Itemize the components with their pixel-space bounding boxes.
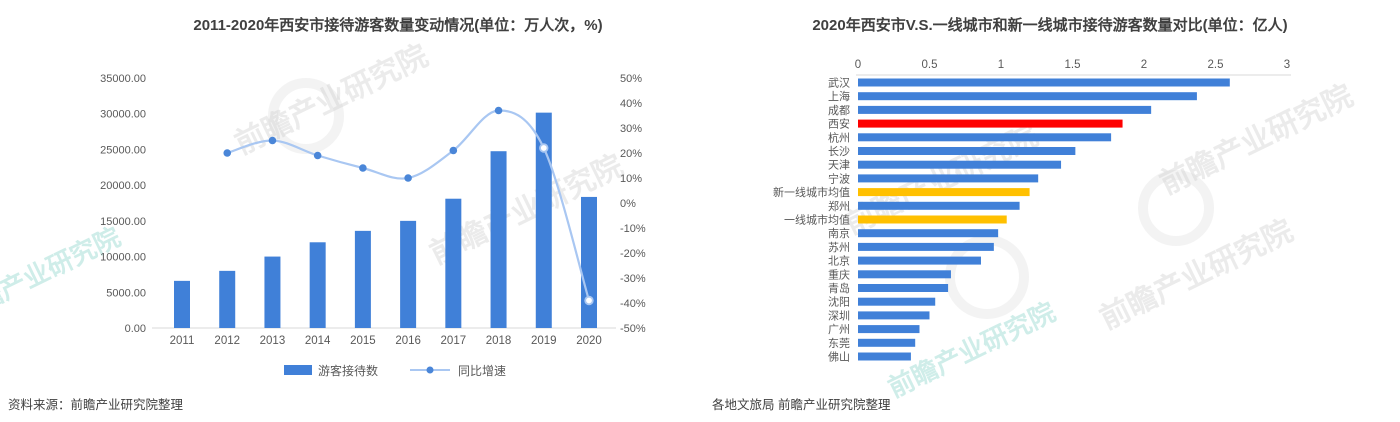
source-note: 各地文旅局 前瞻产业研究院整理 [712, 398, 891, 412]
svg-text:2019: 2019 [531, 335, 557, 347]
svg-text:深圳: 深圳 [828, 309, 850, 322]
svg-text:20000.00: 20000.00 [100, 180, 146, 192]
svg-text:佛山: 佛山 [828, 351, 850, 364]
legend-item-line: 同比增速 [408, 362, 506, 379]
svg-text:新一线城市均值: 新一线城市均值 [773, 185, 850, 199]
svg-text:2: 2 [1141, 59, 1147, 71]
combo-chart-legend: 游客接待数 同比增速 [130, 360, 660, 380]
svg-text:30%: 30% [620, 123, 642, 135]
hbar-chart-title: 2020年西安市V.S.一线城市和新一线城市接待游客数量对比(单位：亿人) [812, 17, 1288, 34]
svg-text:一线城市均值: 一线城市均值 [784, 213, 850, 227]
svg-text:50%: 50% [620, 73, 642, 85]
svg-text:上海: 上海 [828, 89, 850, 103]
combo-chart-plot: 35000.00 30000.00 25000.00 20000.00 15000.00… [100, 73, 646, 347]
svg-text:1: 1 [998, 59, 1004, 71]
svg-text:2018: 2018 [486, 335, 512, 347]
svg-text:2.5: 2.5 [1208, 59, 1224, 71]
bar-series-label: 游客接待数 [317, 363, 378, 378]
svg-text:2012: 2012 [214, 335, 240, 347]
svg-text:2020: 2020 [576, 335, 602, 347]
svg-text:西安: 西安 [828, 117, 850, 131]
svg-text:0%: 0% [620, 198, 636, 210]
line-series-label: 同比增速 [458, 363, 507, 378]
svg-text:-30%: -30% [620, 273, 646, 285]
legend-item-bar: 游客接待数 [283, 362, 378, 379]
svg-text:1.5: 1.5 [1065, 59, 1081, 71]
svg-text:10%: 10% [620, 173, 642, 185]
svg-text:青岛: 青岛 [828, 281, 850, 295]
svg-text:宁波: 宁波 [828, 171, 850, 185]
combo-chart-figure: 2011-2020年西安市接待游客数量变动情况(单位：万人次，%) 35000.… [0, 0, 660, 422]
svg-text:-10%: -10% [620, 223, 646, 235]
svg-text:2011: 2011 [170, 335, 195, 347]
svg-text:35000.00: 35000.00 [100, 73, 146, 85]
svg-text:沈阳: 沈阳 [828, 295, 850, 309]
svg-text:2017: 2017 [441, 335, 467, 347]
svg-text:天津: 天津 [828, 159, 850, 172]
svg-text:杭州: 杭州 [828, 130, 850, 144]
svg-text:0.5: 0.5 [922, 59, 938, 71]
svg-text:-20%: -20% [620, 248, 646, 260]
svg-text:0.00: 0.00 [125, 323, 146, 335]
svg-text:10000.00: 10000.00 [100, 252, 146, 264]
source-note: 资料来源：前瞻产业研究院整理 [8, 398, 184, 412]
svg-text:广州: 广州 [828, 323, 850, 336]
svg-text:南京: 南京 [828, 226, 850, 240]
svg-text:郑州: 郑州 [828, 199, 850, 213]
svg-text:-50%: -50% [620, 323, 646, 335]
svg-text:苏州: 苏州 [828, 241, 850, 254]
combo-chart-title: 2011-2020年西安市接待游客数量变动情况(单位：万人次，%) [193, 17, 603, 34]
svg-text:长沙: 长沙 [828, 145, 850, 158]
svg-text:2015: 2015 [350, 335, 376, 347]
svg-text:3: 3 [1284, 59, 1290, 71]
svg-text:成都: 成都 [828, 104, 850, 117]
svg-text:15000.00: 15000.00 [100, 216, 146, 228]
svg-text:30000.00: 30000.00 [100, 109, 146, 121]
svg-text:-40%: -40% [620, 298, 646, 310]
svg-text:武汉: 武汉 [828, 77, 850, 90]
svg-text:东莞: 东莞 [828, 337, 850, 350]
svg-text:25000.00: 25000.00 [100, 144, 146, 156]
svg-text:北京: 北京 [828, 254, 850, 268]
hbar-chart-plot: 0 0.5 1 1.5 2 2.5 3 武汉上海成都西安杭州长沙天津宁波新一线城市均值郑州一线… [773, 59, 1291, 364]
svg-text:40%: 40% [620, 98, 642, 110]
svg-text:0: 0 [855, 59, 861, 71]
svg-text:2014: 2014 [305, 335, 331, 347]
svg-text:20%: 20% [620, 148, 642, 160]
line-series-swatch [410, 366, 450, 374]
bar-series-swatch [283, 365, 312, 375]
svg-text:5000.00: 5000.00 [106, 287, 146, 299]
svg-text:2013: 2013 [260, 335, 286, 347]
svg-text:重庆: 重庆 [828, 267, 850, 281]
svg-text:2016: 2016 [395, 335, 421, 347]
